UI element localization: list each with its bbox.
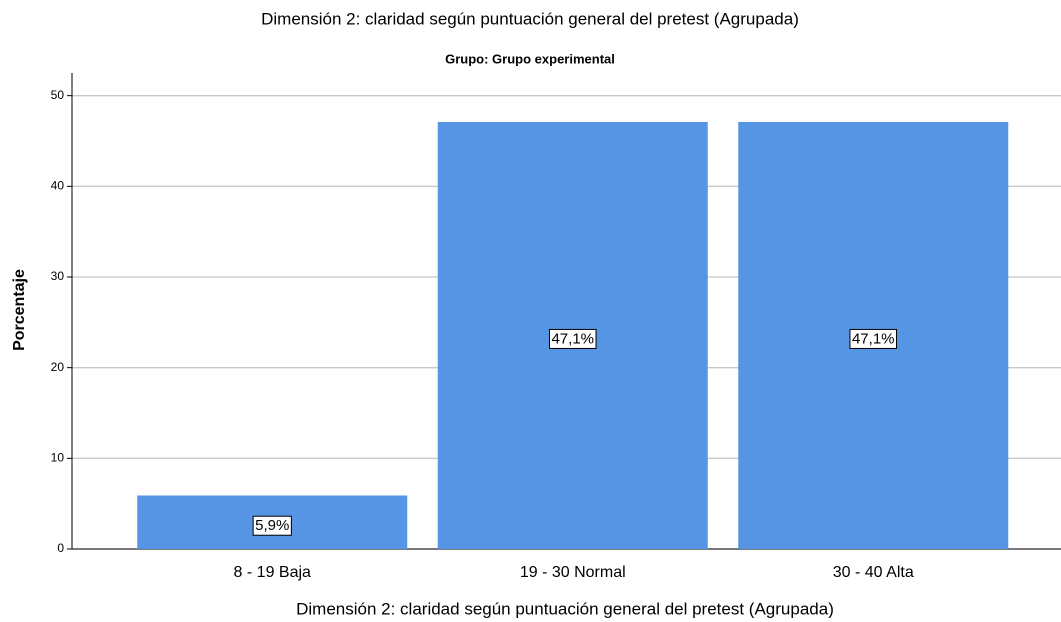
y-tick-label: 0 (57, 541, 64, 555)
x-tick-label: 8 - 19 Baja (234, 564, 311, 581)
data-label-box (849, 328, 898, 349)
data-label: 47,1% (551, 330, 594, 347)
x-tick-label: 30 - 40 Alta (833, 564, 914, 581)
data-label: 47,1% (852, 330, 895, 347)
y-tick-label: 40 (51, 179, 65, 193)
data-label-box (548, 328, 597, 349)
y-tick-label: 50 (51, 88, 65, 102)
y-tick-label: 10 (51, 451, 65, 465)
chart-subtitle: Grupo: Grupo experimental (445, 51, 615, 66)
x-tick-label: 19 - 30 Normal (520, 564, 626, 581)
y-axis-label: Porcentaje (11, 269, 28, 351)
chart-title: Dimensión 2: claridad según puntuación g… (261, 9, 799, 28)
y-tick-label: 20 (51, 360, 65, 374)
data-label-box (252, 515, 292, 536)
x-axis-label: Dimensión 2: claridad según puntuación g… (296, 599, 834, 618)
data-label: 5,9% (255, 517, 289, 534)
y-tick-label: 30 (51, 269, 65, 283)
